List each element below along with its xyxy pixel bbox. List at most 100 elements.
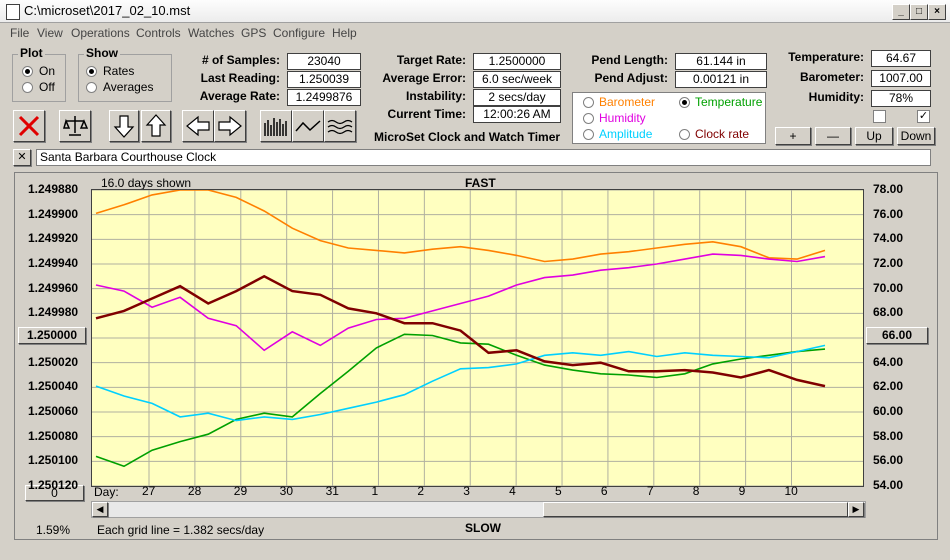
- average-error-label: Average Error:: [382, 71, 466, 85]
- zoom-in-button[interactable]: +: [775, 127, 811, 145]
- x-icon: [18, 115, 40, 137]
- window-title: C:\microset\2017_02_10.mst: [24, 3, 191, 18]
- pend-adjust-field[interactable]: 0.00121 in: [675, 71, 767, 88]
- menu-gps[interactable]: GPS: [241, 26, 267, 40]
- temperature-radio[interactable]: [679, 97, 690, 108]
- rates-radio[interactable]: [86, 66, 97, 77]
- target-rate-field[interactable]: 1.2500000: [473, 53, 561, 70]
- barometer-option: Barometer: [599, 95, 656, 109]
- menu-configure[interactable]: Configure: [273, 26, 326, 40]
- plot-off-label: Off: [39, 80, 55, 94]
- scroll-down-button[interactable]: Down: [897, 127, 935, 145]
- reset-zero-button[interactable]: 0: [25, 485, 84, 501]
- last-reading-label: Last Reading:: [200, 71, 280, 85]
- series-line-amplitude: [95, 344, 826, 422]
- clock-name-field[interactable]: Santa Barbara Courthouse Clock: [36, 149, 931, 166]
- amplitude-option: Amplitude: [599, 127, 653, 141]
- plot-group-title: Plot: [18, 46, 45, 60]
- arrow-right-button[interactable]: [214, 110, 246, 142]
- scroll-up-button[interactable]: Up: [855, 127, 893, 145]
- pend-length-field[interactable]: 61.144 in: [675, 53, 767, 70]
- option-checkbox-1[interactable]: [873, 110, 886, 123]
- clock-rate-radio[interactable]: [679, 129, 690, 140]
- arrow-down-icon: [113, 115, 135, 138]
- averages-label: Averages: [103, 80, 154, 94]
- menu-controls[interactable]: Controls: [136, 26, 181, 40]
- rates-label: Rates: [103, 64, 135, 78]
- samples-label: # of Samples:: [201, 53, 280, 67]
- slow-label: SLOW: [465, 521, 501, 535]
- wave-graph-button[interactable]: [324, 110, 356, 142]
- stop-button[interactable]: [13, 110, 45, 142]
- series-line-clock-rate: [95, 274, 826, 388]
- left-center-button[interactable]: 1.250000: [18, 327, 86, 344]
- arrow-right-icon: [218, 115, 242, 137]
- histogram-icon: [264, 118, 287, 136]
- current-time-label: Current Time:: [387, 107, 466, 121]
- calibrate-button[interactable]: [59, 110, 91, 142]
- plot-group: [12, 54, 66, 102]
- pend-adjust-label: Pend Adjust:: [594, 71, 668, 85]
- amplitude-radio[interactable]: [583, 129, 594, 140]
- plot-on-label: On: [39, 64, 56, 78]
- series-selector: [572, 92, 766, 144]
- title-bar: [0, 0, 950, 23]
- app-name: MicroSet Clock and Watch Timer: [374, 130, 561, 144]
- humidity-field: 78%: [871, 90, 931, 107]
- series-line-temperature: [95, 333, 826, 468]
- barometer-label: Barometer:: [799, 70, 864, 84]
- plot-area: [91, 189, 864, 487]
- menu-watches[interactable]: Watches: [188, 26, 235, 40]
- arrow-left-icon: [186, 115, 210, 137]
- plot-off-radio[interactable]: [22, 82, 33, 93]
- temperature-option: Temperature: [695, 95, 763, 109]
- temperature-field: 64.67: [871, 50, 931, 67]
- minimize-button[interactable]: _: [892, 4, 910, 20]
- chart-svg: [92, 190, 863, 486]
- show-group-title: Show: [84, 46, 120, 60]
- zoom-out-button[interactable]: —: [815, 127, 851, 145]
- barometer-field: 1007.00: [871, 70, 931, 87]
- humidity-radio[interactable]: [583, 113, 594, 124]
- arrow-down-button[interactable]: [109, 110, 139, 142]
- menu-file[interactable]: File: [10, 26, 30, 40]
- samples-field: 23040: [287, 53, 361, 70]
- show-group: [78, 54, 172, 102]
- grid-note: Each grid line = 1.382 secs/day: [97, 523, 265, 537]
- percent-label: 1.59%: [36, 523, 71, 537]
- option-checkbox-2[interactable]: ✓: [917, 110, 930, 123]
- maximize-button[interactable]: □: [910, 4, 928, 20]
- humidity-label: Humidity:: [808, 90, 864, 104]
- arrow-left-button[interactable]: [182, 110, 214, 142]
- arrow-up-button[interactable]: [141, 110, 171, 142]
- scroll-right-button[interactable]: ▶: [848, 502, 864, 517]
- wave-graph-icon: [327, 119, 353, 135]
- clear-name-button[interactable]: ✕: [13, 149, 31, 166]
- menu-view[interactable]: View: [37, 26, 63, 40]
- app-icon: [6, 4, 20, 20]
- averages-radio[interactable]: [86, 82, 97, 93]
- plot-on-radio[interactable]: [22, 66, 33, 77]
- line-graph-icon: [295, 120, 321, 132]
- menu-operations[interactable]: Operations: [71, 26, 130, 40]
- last-reading-field: 1.250039: [287, 71, 361, 88]
- fast-label: FAST: [465, 176, 496, 190]
- scroll-left-button[interactable]: ◀: [92, 502, 108, 517]
- current-time-field: 12:00:26 AM: [473, 106, 561, 123]
- arrow-up-icon: [145, 114, 167, 137]
- average-error-field: 6.0 sec/week: [473, 71, 561, 88]
- average-rate-label: Average Rate:: [199, 89, 280, 103]
- histogram-button[interactable]: [260, 110, 292, 142]
- scroll-thumb[interactable]: [543, 502, 848, 517]
- target-rate-label: Target Rate:: [396, 53, 466, 67]
- instability-label: Instability:: [405, 89, 466, 103]
- pend-length-label: Pend Length:: [591, 53, 668, 67]
- barometer-radio[interactable]: [583, 97, 594, 108]
- right-center-button[interactable]: 66.00: [866, 327, 928, 344]
- balance-scale-icon: [63, 116, 89, 136]
- series-line-humidity: [95, 253, 826, 352]
- menu-help[interactable]: Help: [332, 26, 357, 40]
- line-graph-button[interactable]: [292, 110, 324, 142]
- close-button[interactable]: ×: [928, 4, 946, 20]
- instability-field: 2 secs/day: [473, 89, 561, 106]
